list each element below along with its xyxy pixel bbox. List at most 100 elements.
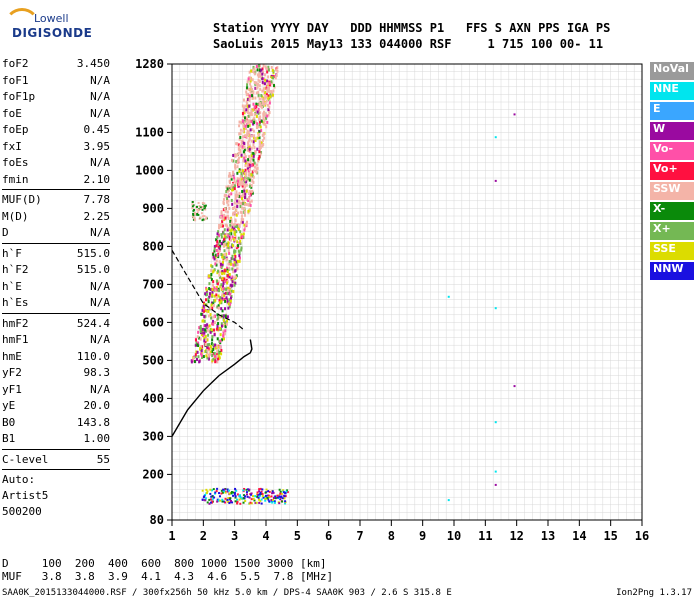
echo-point xyxy=(198,326,201,330)
echo-point xyxy=(229,292,232,296)
param-row: fmin 2.10 xyxy=(2,172,110,189)
echo-point xyxy=(246,141,249,145)
echo-point xyxy=(210,328,213,332)
param-row: MUF(D) 7.78 xyxy=(2,192,110,209)
echo-point xyxy=(203,319,206,323)
param-value: 20.0 xyxy=(83,399,111,412)
param-divider xyxy=(2,312,110,314)
echo-point xyxy=(264,65,267,69)
echo-point xyxy=(247,111,250,115)
echo-point xyxy=(242,192,245,196)
echo-point xyxy=(248,496,251,499)
echo-point xyxy=(247,177,250,181)
echo-point xyxy=(253,118,256,122)
echo-point xyxy=(221,289,224,293)
echo-point xyxy=(217,322,220,326)
echo-point xyxy=(278,495,281,498)
echo-point xyxy=(232,244,235,248)
echo-point xyxy=(236,199,239,203)
echo-point xyxy=(233,269,236,273)
echo-point xyxy=(220,348,223,352)
echo-point xyxy=(212,254,215,258)
echo-point xyxy=(494,136,497,139)
echo-point xyxy=(267,68,270,72)
echo-point xyxy=(192,216,195,219)
param-name: h`E xyxy=(2,279,22,293)
echo-point xyxy=(243,106,246,110)
echo-point xyxy=(242,159,245,163)
echo-point xyxy=(214,262,217,266)
echo-point xyxy=(268,83,271,87)
echo-point xyxy=(216,305,219,309)
echo-point xyxy=(225,291,228,295)
echo-point xyxy=(247,97,250,101)
echo-point xyxy=(228,492,231,495)
param-value: N/A xyxy=(90,226,110,239)
echo-point xyxy=(265,67,268,71)
echo-point xyxy=(513,113,516,116)
param-value: 98.3 xyxy=(83,366,111,379)
echo-point xyxy=(216,500,219,503)
echo-point xyxy=(194,219,197,222)
echo-point xyxy=(284,491,287,494)
echo-point xyxy=(208,343,211,347)
echo-point xyxy=(227,501,230,504)
echo-point xyxy=(286,489,289,492)
echo-point xyxy=(243,228,246,232)
echo-point xyxy=(211,306,214,310)
echo-point xyxy=(232,494,235,497)
echo-point xyxy=(211,343,214,347)
echo-point xyxy=(250,493,253,496)
echo-point xyxy=(247,488,250,491)
echo-point xyxy=(193,211,196,214)
echo-point xyxy=(199,216,202,219)
echo-point xyxy=(231,280,234,284)
echo-point xyxy=(205,350,208,354)
echo-point xyxy=(243,108,246,112)
echo-point xyxy=(205,216,208,219)
echo-point xyxy=(210,346,213,350)
echo-point xyxy=(234,487,237,490)
echo-point xyxy=(228,237,231,241)
echo-point xyxy=(252,497,255,500)
echo-point xyxy=(223,228,226,232)
echo-point xyxy=(272,89,275,93)
echo-point xyxy=(221,214,224,218)
echo-point xyxy=(221,276,224,280)
echo-point xyxy=(201,312,204,316)
echo-point xyxy=(265,125,268,129)
echo-point xyxy=(245,135,248,139)
param-value: 3.95 xyxy=(83,139,111,153)
ionogram-chart: 1 2 3 4 5 6 7 8 9 10 11 12 13 14 15 1680200300400500600… xyxy=(135,57,649,543)
y-tick-label: 80 xyxy=(150,513,164,527)
echo-point xyxy=(217,269,220,273)
echo-point xyxy=(231,185,234,189)
echo-point xyxy=(210,272,213,276)
echo-point xyxy=(223,243,226,247)
echo-point xyxy=(238,137,241,141)
echo-point xyxy=(247,192,250,196)
echo-point xyxy=(194,353,197,357)
echo-point xyxy=(262,98,265,102)
echo-point xyxy=(220,324,223,328)
echo-point xyxy=(218,239,221,243)
echo-point xyxy=(258,84,261,88)
echo-point xyxy=(244,109,247,113)
echo-point xyxy=(239,201,242,205)
echo-point xyxy=(236,153,239,157)
echo-point xyxy=(199,327,202,331)
echo-point xyxy=(214,354,217,358)
echo-point xyxy=(244,178,247,182)
echo-point xyxy=(245,493,248,496)
echo-point xyxy=(226,488,229,491)
echo-point xyxy=(249,90,252,94)
echo-point xyxy=(245,198,248,202)
echo-point xyxy=(223,488,226,491)
echo-point xyxy=(232,159,235,163)
echo-point xyxy=(197,201,200,204)
param-name: D xyxy=(2,226,9,239)
echo-point xyxy=(227,217,230,221)
legend-item-e: E xyxy=(650,102,694,120)
echo-point xyxy=(231,491,234,494)
echo-point xyxy=(228,251,231,255)
